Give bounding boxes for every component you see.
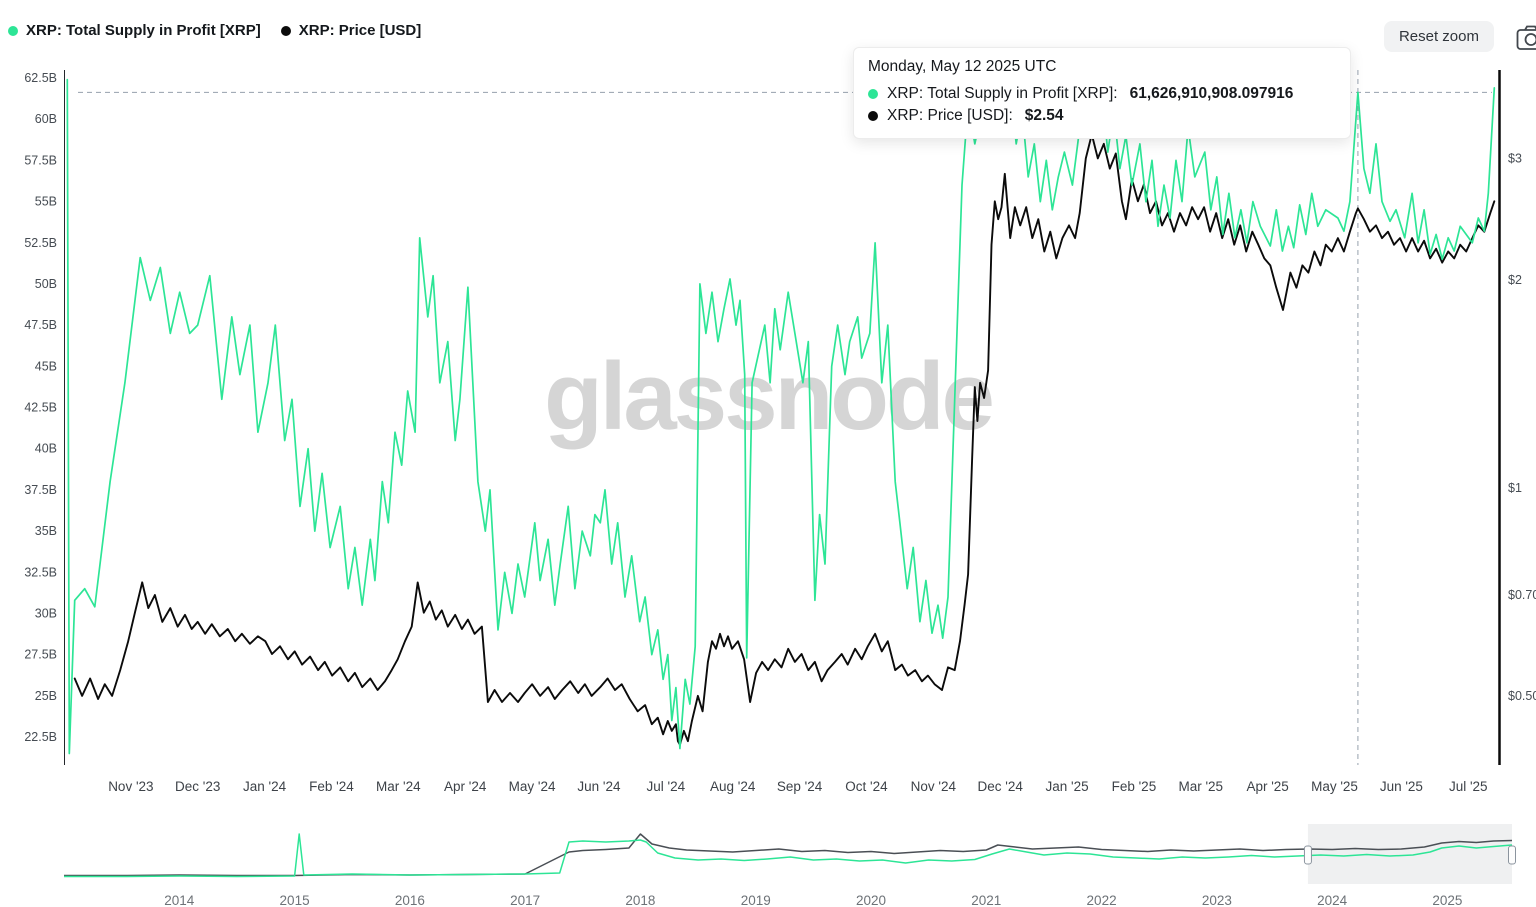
- price-series-dot-icon: [280, 25, 291, 36]
- axis-label: 40B: [35, 442, 57, 456]
- axis-label: 27.5B: [24, 648, 57, 662]
- axis-label: 2017: [510, 893, 540, 907]
- axis-label: 45B: [35, 359, 57, 373]
- reset-zoom-button[interactable]: Reset zoom: [1383, 21, 1494, 52]
- tooltip-date: Monday, May 12 2025 UTC: [868, 58, 1057, 75]
- axis-label: 2025: [1432, 893, 1462, 907]
- axis-label: Sep '24: [777, 779, 823, 794]
- axis-label: 2022: [1087, 893, 1117, 907]
- legend: XRP: Total Supply in Profit [XRP] XRP: P…: [8, 22, 421, 39]
- axis-label: Oct '24: [845, 779, 888, 794]
- x-axis-month-labels: Nov '23 Dec '23 Jan '24 Feb '24 Mar '24 Apr '…: [108, 779, 1487, 794]
- axis-label: Feb '24: [309, 779, 354, 794]
- axis-label: 55B: [35, 195, 57, 209]
- axis-label: 37.5B: [24, 483, 57, 497]
- axis-label: 25B: [35, 689, 57, 703]
- glassnode-watermark: glassnode: [544, 342, 995, 452]
- navigator-price-line: [64, 833, 1513, 877]
- axis-label: Feb '25: [1112, 779, 1157, 794]
- tooltip-supply-value: 61,626,910,908.097916: [1129, 85, 1294, 102]
- legend-label-supply: XRP: Total Supply in Profit [XRP]: [26, 22, 261, 39]
- axis-label: 2018: [625, 893, 655, 907]
- price-series-dot-icon: [868, 111, 878, 121]
- axis-label: 42.5B: [24, 401, 57, 415]
- axis-label: Mar '24: [376, 779, 421, 794]
- axis-label: $0.70: [1508, 588, 1536, 602]
- axis-label: Jan '25: [1045, 779, 1088, 794]
- axis-label: 2015: [280, 893, 310, 907]
- supply-series-dot-icon: [868, 89, 878, 99]
- axis-label: Jul '24: [647, 779, 686, 794]
- axis-label: Jun '25: [1380, 779, 1423, 794]
- axis-label: May '24: [509, 779, 556, 794]
- navigator-right-handle[interactable]: [1508, 845, 1516, 865]
- axis-label: Apr '24: [444, 779, 487, 794]
- axis-label: 2019: [741, 893, 771, 907]
- navigator-supply-line: [64, 833, 1513, 878]
- navigator-selection-region[interactable]: [1307, 824, 1512, 884]
- axis-label: 30B: [35, 606, 57, 620]
- axis-label: 2016: [395, 893, 425, 907]
- axis-label: Jan '24: [243, 779, 287, 794]
- left-axis-labels: 62.5B 60B 57.5B 55B 52.5B 50B 47.5B 45B 42.5B 40B…: [24, 71, 57, 744]
- axis-label: Mar '25: [1178, 779, 1223, 794]
- chart-tooltip: Monday, May 12 2025 UTC XRP: Total Suppl…: [853, 47, 1351, 139]
- axis-label: 22.5B: [24, 730, 57, 744]
- axis-label: $2: [1508, 273, 1522, 287]
- axis-label: 35B: [35, 524, 57, 538]
- tooltip-price-label: XRP: Price [USD]:: [887, 107, 1013, 124]
- navigator-left-handle[interactable]: [1303, 845, 1312, 865]
- axis-label: 50B: [35, 277, 57, 291]
- axis-label: Apr '25: [1246, 779, 1288, 794]
- axis-label: 47.5B: [24, 318, 57, 332]
- axis-label: 52.5B: [24, 236, 57, 250]
- axis-label: May '25: [1311, 779, 1358, 794]
- axis-label: 32.5B: [24, 565, 57, 579]
- axis-label: 2020: [856, 893, 886, 907]
- price-series-line: [73, 133, 1496, 746]
- tooltip-price-value: $2.54: [1024, 107, 1064, 124]
- legend-label-price: XRP: Price [USD]: [298, 22, 422, 39]
- axis-label: Dec '23: [175, 779, 220, 794]
- supply-series-dot-icon: [8, 25, 18, 36]
- axis-label: Jul '25: [1449, 779, 1488, 794]
- axis-label: 57.5B: [24, 153, 57, 167]
- axis-label: Nov '23: [108, 779, 153, 794]
- supply-in-profit-series-line: [66, 78, 1496, 755]
- right-axis-labels: $3 $2 $1 $0.70 $0.50: [1508, 151, 1536, 703]
- axis-label: Aug '24: [710, 779, 756, 794]
- tooltip-row-supply: XRP: Total Supply in Profit [XRP]: 61,62…: [868, 83, 1336, 105]
- axis-label: $0.50: [1508, 689, 1536, 703]
- legend-item-supply-in-profit[interactable]: XRP: Total Supply in Profit [XRP]: [8, 22, 261, 39]
- axis-label: 2014: [164, 893, 195, 907]
- axis-label: $3: [1508, 151, 1522, 165]
- axis-label: Dec '24: [977, 779, 1023, 794]
- axis-label: Nov '24: [911, 779, 957, 794]
- tooltip-row-price: XRP: Price [USD]: $2.54: [868, 105, 1336, 127]
- tooltip-supply-label: XRP: Total Supply in Profit [XRP]:: [887, 85, 1118, 102]
- axis-label: 2023: [1202, 893, 1232, 907]
- axis-label: 2024: [1317, 893, 1348, 907]
- axis-label: 62.5B: [24, 71, 57, 85]
- axis-label: $1: [1508, 481, 1522, 495]
- navigator-year-labels: 2014 2015 2016 2017 2018 2019 2020 2021 2022 2023…: [164, 893, 1462, 907]
- axis-label: 60B: [35, 112, 57, 126]
- axis-label: Jun '24: [577, 779, 621, 794]
- axis-label: 2021: [971, 893, 1001, 907]
- legend-item-price[interactable]: XRP: Price [USD]: [280, 22, 422, 39]
- plot-area[interactable]: [64, 70, 1497, 765]
- camera-icon[interactable]: [1516, 25, 1536, 56]
